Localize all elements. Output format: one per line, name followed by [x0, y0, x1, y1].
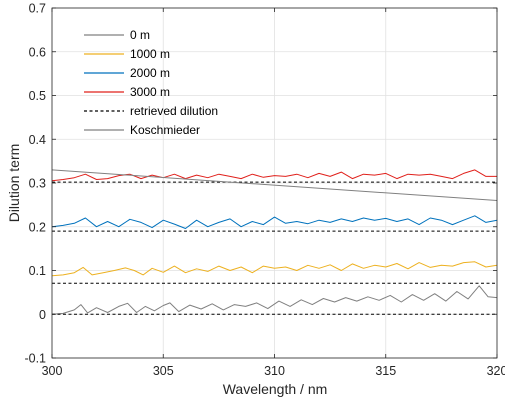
legend: 0 m 1000 m 2000 m 3000 m retrieved dilution K… [84, 28, 218, 137]
x-tick-label: 320 [487, 364, 505, 378]
series-line-koschmieder [51, 169, 498, 201]
legend-label-3000-m: 3000 m [130, 85, 170, 99]
series-lines [51, 169, 498, 315]
legend-label-2000-m: 2000 m [130, 66, 170, 80]
series-line-1000-m [51, 261, 498, 277]
y-tick-label: 0.5 [29, 89, 46, 103]
series-line-2000-m [51, 215, 498, 229]
legend-label-0-m: 0 m [130, 28, 150, 42]
x-tick-label: 300 [42, 364, 63, 378]
y-tick-label: -0.1 [24, 352, 46, 366]
y-axis-title: Dilution term [6, 144, 22, 223]
y-tick-label: 0.1 [29, 264, 46, 278]
series-line-0-m [51, 285, 498, 315]
y-tick-label: 0.6 [29, 45, 46, 59]
x-tick-label: 310 [264, 364, 285, 378]
axis-ticks: 300 305 310 315 320 -0.1 0 0.1 0.2 0.3 0.4 0.5 0.6 0.… [24, 2, 505, 379]
x-tick-label: 305 [153, 364, 174, 378]
legend-label-1000-m: 1000 m [130, 47, 170, 61]
y-tick-label: 0.2 [29, 220, 46, 234]
y-tick-label: 0.4 [29, 133, 46, 147]
y-tick-label: 0.3 [29, 177, 46, 191]
y-tick-label: 0 [39, 308, 46, 322]
legend-label-retrieved-dilution: retrieved dilution [130, 104, 218, 118]
legend-label-koschmieder: Koschmieder [130, 123, 200, 137]
x-tick-label: 315 [375, 364, 396, 378]
x-axis-title: Wavelength / nm [223, 381, 328, 397]
y-tick-label: 0.7 [29, 2, 46, 16]
